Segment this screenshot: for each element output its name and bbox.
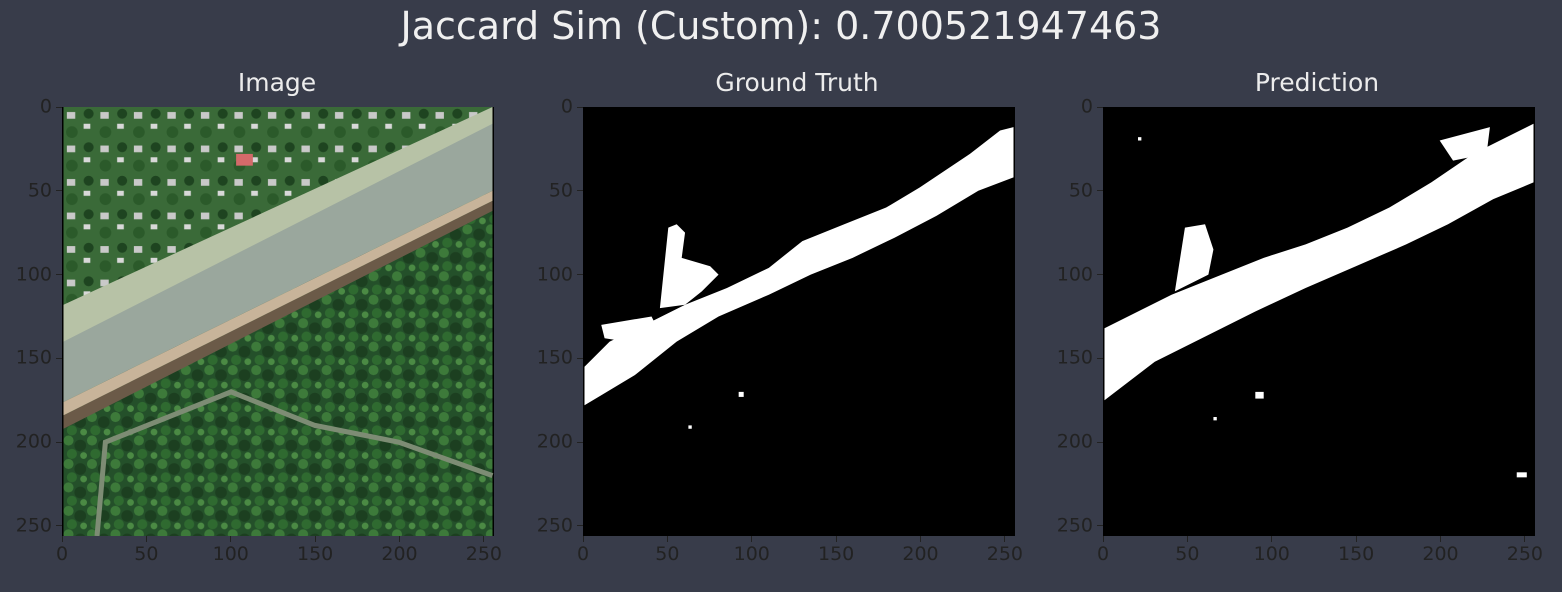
y-tick-label: 100 bbox=[15, 263, 52, 286]
x-tick-mark bbox=[920, 536, 921, 542]
y-tick-label: 150 bbox=[15, 346, 52, 369]
y-tick-mark bbox=[1097, 357, 1103, 359]
y-tick-mark bbox=[577, 441, 583, 443]
panel-title-ground-truth: Ground Truth bbox=[715, 68, 879, 97]
x-tick-label: 150 bbox=[1337, 543, 1375, 565]
x-tick-label: 50 bbox=[1175, 543, 1200, 565]
y-tick-mark bbox=[577, 106, 583, 108]
figure-title: Jaccard Sim (Custom): 0.700521947463 bbox=[400, 4, 1162, 48]
x-tick-mark bbox=[230, 536, 232, 542]
x-tick-label: 100 bbox=[212, 543, 249, 565]
x-tick-mark bbox=[835, 536, 837, 542]
x-tick-label: 50 bbox=[655, 543, 680, 565]
y-tick-label: 50 bbox=[1068, 179, 1093, 202]
y-tick-label: 0 bbox=[1080, 95, 1093, 118]
x-tick-mark bbox=[1004, 536, 1006, 542]
x-tick-label: 0 bbox=[55, 543, 69, 565]
x-tick-label: 200 bbox=[1422, 543, 1459, 565]
x-tick-label: 250 bbox=[1506, 543, 1544, 565]
y-tick-label: 100 bbox=[536, 263, 573, 286]
y-tick-mark bbox=[577, 357, 583, 359]
y-tick-label: 250 bbox=[1056, 514, 1093, 537]
y-tick-label: 50 bbox=[27, 179, 52, 202]
x-tick-mark bbox=[1355, 536, 1357, 542]
x-tick-label: 0 bbox=[1096, 543, 1110, 565]
x-tick-mark bbox=[483, 536, 485, 542]
x-tick-label: 200 bbox=[902, 543, 939, 565]
y-tick-mark bbox=[1097, 441, 1103, 443]
x-tick-label: 100 bbox=[1253, 543, 1290, 565]
x-tick-label: 0 bbox=[576, 543, 590, 565]
y-tick-label: 150 bbox=[1056, 346, 1093, 369]
x-tick-label: 150 bbox=[817, 543, 855, 565]
x-tick-mark bbox=[1440, 536, 1441, 542]
x-tick-mark bbox=[61, 536, 63, 542]
y-tick-label: 0 bbox=[560, 95, 573, 118]
y-tick-mark bbox=[1097, 190, 1103, 192]
x-tick-mark bbox=[145, 536, 147, 542]
x-tick-mark bbox=[314, 536, 316, 542]
x-tick-label: 250 bbox=[986, 543, 1024, 565]
y-tick-mark bbox=[577, 190, 583, 192]
x-tick-label: 200 bbox=[381, 543, 418, 565]
x-tick-label: 250 bbox=[465, 543, 503, 565]
y-tick-label: 200 bbox=[15, 430, 52, 453]
panel-title-prediction: Prediction bbox=[1254, 68, 1380, 97]
x-tick-label: 50 bbox=[134, 543, 159, 565]
x-tick-mark bbox=[399, 536, 400, 542]
prediction-mask bbox=[1103, 107, 1535, 536]
y-tick-mark bbox=[56, 357, 62, 359]
y-tick-label: 250 bbox=[15, 514, 52, 537]
x-tick-mark bbox=[1186, 536, 1188, 542]
x-tick-mark bbox=[1271, 536, 1273, 542]
y-tick-label: 200 bbox=[1056, 430, 1093, 453]
x-tick-label: 100 bbox=[733, 543, 770, 565]
y-tick-mark bbox=[1097, 274, 1103, 276]
x-tick-label: 150 bbox=[296, 543, 334, 565]
panel-title-image: Image bbox=[237, 68, 317, 97]
x-tick-mark bbox=[1102, 536, 1104, 542]
y-tick-mark bbox=[1097, 106, 1103, 108]
y-tick-label: 0 bbox=[39, 95, 52, 118]
y-tick-label: 50 bbox=[548, 179, 573, 202]
y-tick-mark bbox=[56, 525, 62, 527]
y-tick-mark bbox=[56, 106, 62, 108]
y-tick-mark bbox=[577, 525, 583, 527]
y-tick-label: 150 bbox=[536, 346, 573, 369]
x-tick-mark bbox=[666, 536, 668, 542]
x-tick-mark bbox=[751, 536, 753, 542]
x-tick-mark bbox=[1524, 536, 1526, 542]
y-tick-mark bbox=[577, 274, 583, 276]
aerial-image bbox=[62, 107, 494, 536]
x-tick-mark bbox=[582, 536, 584, 542]
y-tick-label: 200 bbox=[536, 430, 573, 453]
y-tick-label: 250 bbox=[536, 514, 573, 537]
y-tick-mark bbox=[56, 441, 62, 443]
y-tick-mark bbox=[56, 190, 62, 192]
y-tick-mark bbox=[56, 274, 62, 276]
ground-truth-mask bbox=[583, 107, 1015, 536]
y-tick-mark bbox=[1097, 525, 1103, 527]
y-tick-label: 100 bbox=[1056, 263, 1093, 286]
